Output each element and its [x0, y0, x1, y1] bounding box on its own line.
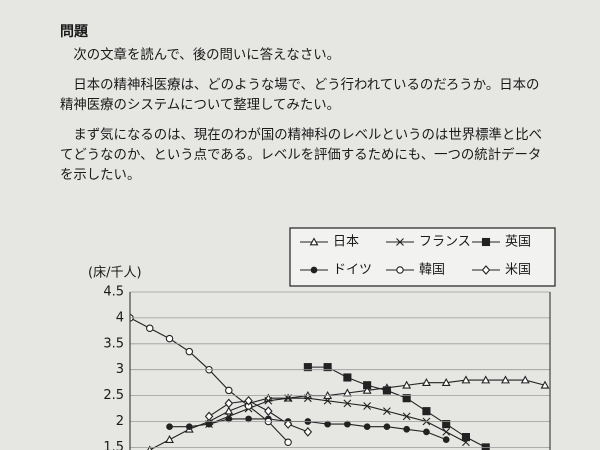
legend-box [289, 227, 556, 287]
y-axis-label: (床/千人) [88, 266, 142, 281]
marker [501, 375, 510, 384]
marker [244, 395, 253, 406]
marker [402, 380, 412, 389]
marker [461, 432, 471, 442]
y-tick-label: 1.5 [103, 440, 124, 450]
marker [344, 420, 351, 428]
series-line [307, 366, 486, 448]
series-line [208, 400, 309, 433]
marker [323, 396, 332, 405]
marker [225, 415, 233, 423]
marker [146, 324, 154, 333]
y-tick-label: 3 [116, 362, 124, 377]
marker [520, 375, 530, 384]
y-tick-label: 2 [116, 414, 124, 429]
marker [224, 398, 234, 409]
marker [402, 394, 411, 403]
marker [343, 399, 352, 408]
marker [323, 363, 332, 372]
marker [264, 406, 273, 416]
paragraph: まず気になるのは、現在のわが国の精神科のレベルというのは世界標準と比べてどうなの… [60, 128, 543, 183]
legend-label: 日本 [333, 235, 359, 250]
marker [185, 423, 193, 431]
marker [324, 420, 331, 428]
marker [481, 375, 491, 384]
legend-marker [396, 266, 404, 274]
marker [224, 406, 234, 415]
marker [264, 396, 273, 405]
marker [205, 420, 213, 428]
marker [166, 423, 173, 431]
marker [362, 385, 372, 394]
marker [540, 380, 550, 389]
y-tick-label: 4.5 [103, 285, 124, 300]
marker [481, 443, 490, 450]
document: 問題 次の文章を読んで、後の問いに答えなさい。 日本の精神科医療は、どのような場… [60, 22, 550, 196]
marker [442, 436, 450, 443]
marker [402, 412, 411, 421]
marker [185, 347, 194, 356]
marker [383, 407, 391, 416]
legend-label: 米国 [505, 263, 531, 278]
marker [441, 378, 451, 387]
legend-marker [309, 237, 319, 246]
heading: 問題 [60, 24, 88, 40]
legend-marker [396, 238, 404, 246]
marker [422, 407, 431, 416]
legend-label: 韓国 [419, 263, 445, 278]
marker [363, 402, 372, 410]
y-tick-label: 3.5 [103, 336, 124, 351]
marker [343, 373, 352, 382]
legend-marker [481, 265, 491, 275]
marker [363, 423, 371, 431]
y-tick-label: 2.5 [103, 388, 124, 403]
legend-label: フランス [419, 235, 471, 250]
marker [442, 427, 451, 436]
marker [165, 435, 174, 443]
legend-marker [310, 266, 318, 274]
marker [225, 386, 233, 395]
marker [423, 428, 430, 436]
marker [403, 425, 411, 433]
marker [245, 415, 252, 423]
marker [303, 427, 313, 437]
marker [165, 334, 174, 343]
marker [284, 438, 292, 446]
marker [382, 386, 391, 395]
y-tick-label: 4 [116, 310, 124, 325]
legend-label: ドイツ [333, 263, 372, 278]
marker [363, 381, 372, 390]
paragraph: 次の文章を読んで、後の問いに答えなさい。 [73, 48, 340, 63]
marker [461, 375, 471, 384]
marker [204, 411, 214, 422]
marker [303, 363, 312, 372]
marker [442, 420, 451, 429]
legend-label: 英国 [505, 235, 531, 250]
legend-marker [481, 237, 491, 247]
marker [283, 419, 293, 429]
marker [383, 423, 391, 431]
marker [421, 378, 431, 387]
paragraph: 日本の精神科医療は、どのような場で、どう行われているのだろうか。日本の精神医療の… [60, 78, 540, 113]
